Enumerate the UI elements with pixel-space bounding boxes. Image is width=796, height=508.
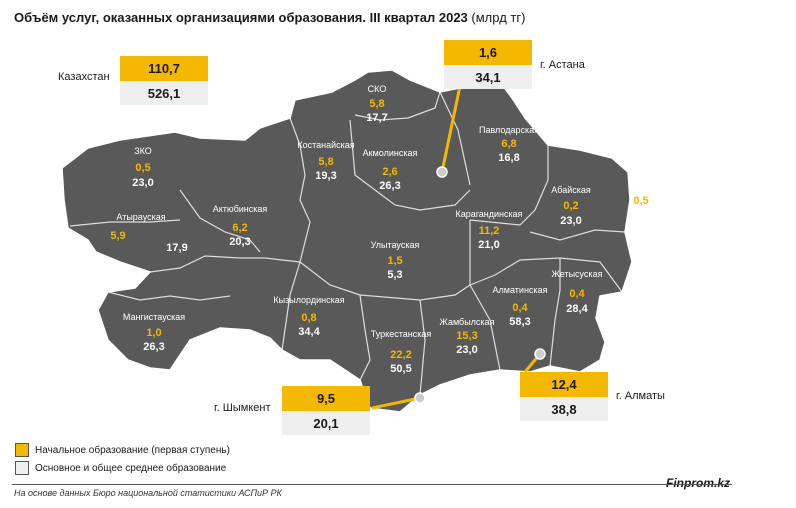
source-note: На основе данных Бюро национальной стати… <box>14 488 282 498</box>
almaty-primary-value: 12,4 <box>520 372 608 397</box>
astana-leader <box>440 85 462 173</box>
astana-primary-value: 1,6 <box>444 40 532 65</box>
shymkent-marker <box>414 392 426 404</box>
region-secondary-value: 21,7 <box>630 209 652 221</box>
region-primary-value: 0,2 <box>563 200 579 212</box>
region-primary-value: 6,8 <box>501 138 517 150</box>
region-secondary-value: 19,3 <box>315 170 337 182</box>
region-secondary-value: 26,3 <box>379 180 401 192</box>
region-primary-value: 2,6 <box>382 166 398 178</box>
kazakhstan-primary-value: 110,7 <box>120 56 208 81</box>
region-secondary-value: 17,7 <box>366 112 388 124</box>
region-name: Акмолинская <box>362 148 418 158</box>
region-primary-value: 6,2 <box>232 222 248 234</box>
region-secondary-value: 16,8 <box>498 152 520 164</box>
region-name: Мангистауская <box>122 312 186 322</box>
region-primary-value: 0,5 <box>135 162 151 174</box>
region-name: Жетысуская <box>551 269 603 279</box>
region-name: Карагандинская <box>455 209 523 219</box>
shymkent-label: г. Шымкент <box>214 402 271 414</box>
region-primary-value: 5,8 <box>318 156 334 168</box>
legend-label: Основное и общее среднее образование <box>35 462 227 474</box>
astana-marker <box>436 166 448 178</box>
region-name: Абайская <box>551 185 591 195</box>
region-secondary-value: 50,5 <box>390 363 412 375</box>
region-secondary-value: 23,0 <box>560 215 582 227</box>
region-name: Актюбинская <box>212 204 268 214</box>
region-secondary-value: 34,4 <box>298 326 320 338</box>
astana-label: г. Астана <box>540 59 585 71</box>
legend-label: Начальное образование (первая ступень) <box>35 444 230 456</box>
chart-title: Объём услуг, оказанных организациями обр… <box>14 10 525 25</box>
title-unit: (млрд тг) <box>471 10 526 25</box>
region-primary-value: 11,2 <box>478 225 500 237</box>
region-name: СКО <box>367 84 387 94</box>
region-name: Павлодарская <box>479 125 539 135</box>
region-secondary-value: 26,3 <box>143 341 165 353</box>
region-primary-value: 15,3 <box>456 330 478 342</box>
kazakhstan-secondary-value: 526,1 <box>120 81 208 105</box>
region-primary-value: 1,0 <box>146 327 162 339</box>
region-name: Жамбылская <box>439 317 495 327</box>
title-text: Объём услуг, оказанных организациями обр… <box>14 10 468 25</box>
footer-divider <box>12 484 732 485</box>
region-name: Улытауская <box>370 240 420 250</box>
region-name: Костанайская <box>297 140 355 150</box>
region-name: Кызылординская <box>273 295 345 305</box>
legend-item-secondary: Основное и общее среднее образование <box>15 461 226 475</box>
region-primary-value: 5,8 <box>369 98 385 110</box>
region-primary-value: 0,4 <box>569 288 585 300</box>
shymkent-primary-value: 9,5 <box>282 386 370 411</box>
region-secondary-value: 21,0 <box>478 239 500 251</box>
shymkent-secondary-value: 20,1 <box>282 411 370 435</box>
almaty-secondary-value: 38,8 <box>520 397 608 421</box>
region-primary-value: 5,9 <box>110 230 126 242</box>
region-name: Алматинская <box>492 285 548 295</box>
region-secondary-value: 20,3 <box>229 236 251 248</box>
region-secondary-value: 58,3 <box>509 316 531 328</box>
legend-swatch-gray <box>15 461 29 475</box>
region-secondary-value: 5,3 <box>387 269 403 281</box>
shymkent-callout: 9,5 20,1 <box>282 386 370 435</box>
region-name: ЗКО <box>134 146 152 156</box>
legend-item-primary: Начальное образование (первая ступень) <box>15 443 230 457</box>
region-primary-value: 22,2 <box>390 349 412 361</box>
kazakhstan-label: Казахстан <box>58 71 110 83</box>
shymkent-leader <box>371 396 421 410</box>
region-secondary-value: 17,9 <box>166 242 188 254</box>
region-secondary-value: 23,0 <box>132 177 154 189</box>
region-primary-value: 1,5 <box>387 255 403 267</box>
region-primary-value: 0,5 <box>633 195 649 207</box>
region-secondary-value: 28,4 <box>566 303 588 315</box>
almaty-callout: 12,4 38,8 <box>520 372 608 421</box>
legend-swatch-yellow <box>15 443 29 457</box>
kazakhstan-callout: 110,7 526,1 <box>120 56 208 105</box>
map-outline <box>61 69 633 413</box>
brand-logo-text: Finprom.kz <box>666 476 731 490</box>
region-secondary-value: 23,0 <box>456 344 478 356</box>
astana-secondary-value: 34,1 <box>444 65 532 89</box>
region-primary-value: 0,4 <box>512 302 528 314</box>
astana-callout: 1,6 34,1 <box>444 40 532 89</box>
almaty-marker <box>534 348 546 360</box>
region-name: ВКО <box>631 180 651 190</box>
region-name: Туркестанская <box>370 329 432 339</box>
region-name: Атырауская <box>116 212 166 222</box>
region-borders <box>69 91 626 396</box>
almaty-label: г. Алматы <box>616 390 665 402</box>
region-primary-value: 0,8 <box>301 312 317 324</box>
